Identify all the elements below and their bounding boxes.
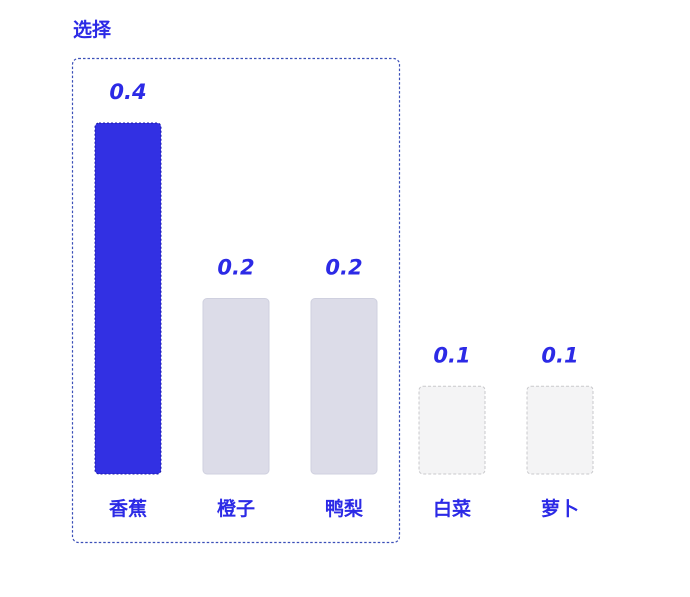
- bar-2[interactable]: [310, 298, 378, 475]
- selection-title: 选择: [73, 19, 112, 41]
- value-label-0: 0.4: [109, 80, 146, 104]
- category-label-1: 橙子: [217, 497, 255, 520]
- bar-3[interactable]: [418, 385, 486, 475]
- selection-box[interactable]: [71, 57, 401, 544]
- value-label-2: 0.2: [325, 256, 362, 280]
- value-label-4: 0.1: [541, 343, 578, 367]
- bar-1[interactable]: [202, 298, 270, 475]
- value-label-3: 0.1: [433, 343, 470, 367]
- value-label-1: 0.2: [217, 256, 254, 280]
- bar-0[interactable]: [94, 122, 162, 475]
- category-label-0: 香蕉: [108, 497, 147, 520]
- labels-layer: 0.4 香蕉 0.2 橙子 0.2 鸭梨 0.1 白菜 0.1 萝卜: [108, 80, 579, 520]
- category-label-4: 萝卜: [541, 498, 579, 520]
- bars-layer: [94, 122, 594, 475]
- bar-4[interactable]: [526, 385, 594, 475]
- category-label-2: 鸭梨: [325, 497, 364, 520]
- category-label-3: 白菜: [433, 497, 471, 520]
